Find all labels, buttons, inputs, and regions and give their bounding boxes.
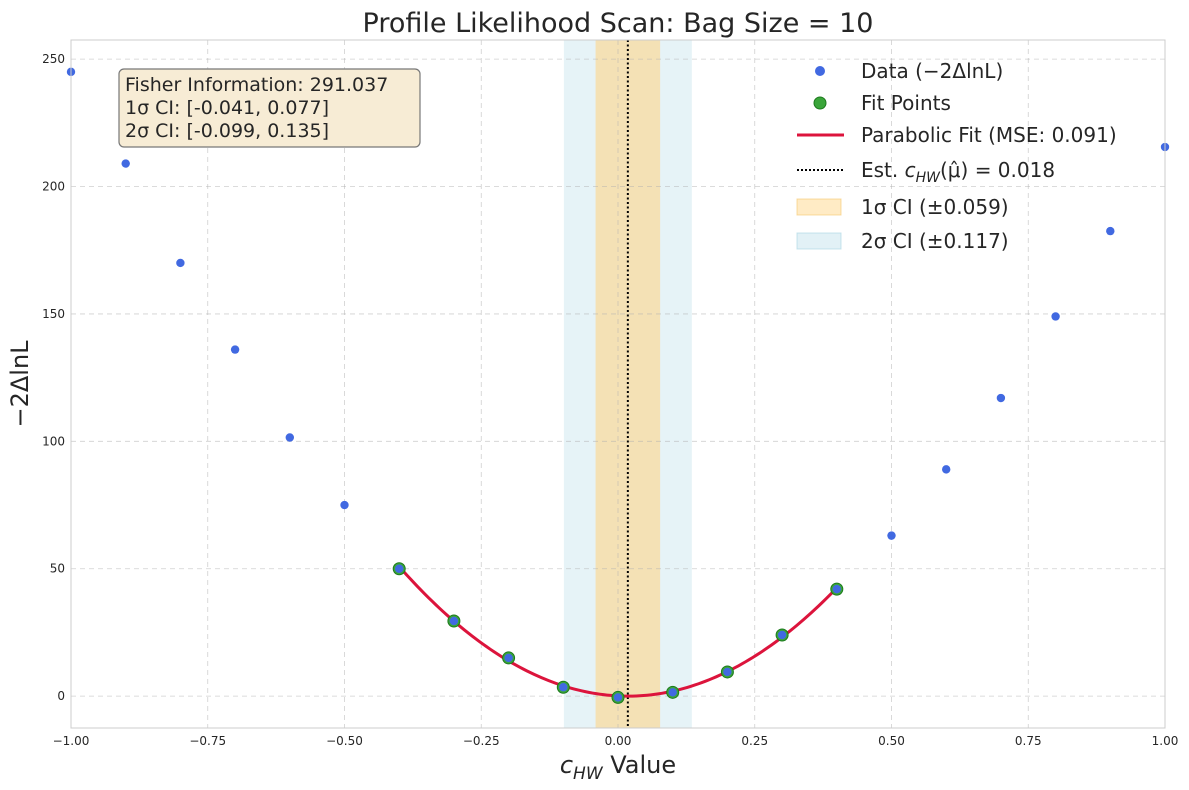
- data-point: [723, 667, 732, 677]
- y-tick-label: 250: [42, 52, 65, 66]
- y-tick-label: 100: [42, 434, 65, 448]
- data-point: [559, 683, 568, 692]
- info-1sigma-ci: 1σ CI: [-0.041, 0.077]: [125, 97, 329, 119]
- data-point: [449, 616, 459, 626]
- info-2sigma-ci: 2σ CI: [-0.099, 0.135]: [125, 120, 329, 142]
- y-tick-label: 50: [50, 562, 65, 576]
- legend-label-data: Data (−2ΔlnL): [861, 59, 1003, 83]
- legend-label-fit-points: Fit Points: [861, 91, 951, 115]
- data-point: [832, 584, 841, 594]
- data-point: [1106, 226, 1115, 236]
- legend-item-1sigma: 1σ CI (±0.059): [796, 195, 1009, 219]
- legend-marker-fit-points: [813, 96, 827, 110]
- x-tick-label: −0.25: [463, 734, 500, 748]
- data-point: [613, 693, 623, 702]
- info-box-background: [118, 68, 421, 148]
- legend: Data (−2ΔlnL) Fit Points Parabolic Fit (…: [796, 59, 1117, 253]
- x-tick-label: −0.75: [189, 734, 226, 748]
- y-axis-label: −2ΔlnL: [6, 340, 34, 428]
- legend-label-1sigma: 1σ CI (±0.059): [861, 195, 1009, 219]
- legend-label-2sigma: 2σ CI (±0.117): [861, 229, 1009, 253]
- data-point: [176, 258, 185, 268]
- legend-marker-2sigma: [796, 232, 842, 250]
- data-point: [668, 688, 677, 697]
- data-point: [887, 531, 896, 540]
- data-points: [66, 67, 1170, 704]
- tick-labels: −1.00 −0.75 −0.50 −0.25 0.00 0.25 0.50 0.75 1.00…: [42, 52, 1178, 748]
- info-box: Fisher Information: 291.037 1σ CI: [-0.0…: [118, 68, 421, 148]
- x-tick-label: 0.75: [1015, 734, 1042, 748]
- data-point: [1051, 312, 1060, 321]
- data-point: [121, 159, 130, 168]
- x-tick-label: −1.00: [53, 734, 90, 748]
- data-point: [996, 393, 1006, 403]
- data-point: [285, 433, 294, 442]
- chart-title: Profile Likelihood Scan: Bag Size = 10: [363, 8, 874, 39]
- grid: [70, 40, 1166, 728]
- plot-frame: [70, 39, 1166, 729]
- y-tick-label: 150: [42, 307, 65, 321]
- legend-item-2sigma: 2σ CI (±0.117): [796, 229, 1009, 253]
- data-point: [230, 345, 240, 354]
- data-point: [504, 653, 513, 663]
- x-axis-label: cHW Value: [560, 751, 676, 784]
- x-tick-label: 0.25: [741, 734, 768, 748]
- data-point: [942, 465, 951, 474]
- legend-label-estimate: Est. cHW(μ̂) = 0.018: [861, 158, 1055, 186]
- x-tick-label: 1.00: [1152, 734, 1179, 748]
- info-fisher-information: Fisher Information: 291.037: [125, 74, 388, 96]
- y-tick-label: 0: [57, 689, 65, 703]
- legend-item-data: Data (−2ΔlnL): [815, 59, 1003, 83]
- legend-marker-data: [815, 66, 825, 76]
- y-tick-label: 200: [42, 180, 65, 194]
- x-tick-label: −0.50: [326, 734, 363, 748]
- x-tick-label: 0.00: [605, 734, 632, 748]
- legend-item-parabolic-fit: Parabolic Fit (MSE: 0.091): [797, 123, 1117, 147]
- data-point: [395, 564, 404, 573]
- legend-marker-1sigma: [796, 198, 842, 216]
- x-tick-label: 0.50: [878, 734, 905, 748]
- data-point: [777, 630, 787, 640]
- legend-item-estimate: Est. cHW(μ̂) = 0.018: [797, 158, 1055, 186]
- legend-label-parabolic-fit: Parabolic Fit (MSE: 0.091): [861, 123, 1117, 147]
- legend-item-fit-points: Fit Points: [813, 91, 951, 115]
- data-point: [340, 500, 349, 510]
